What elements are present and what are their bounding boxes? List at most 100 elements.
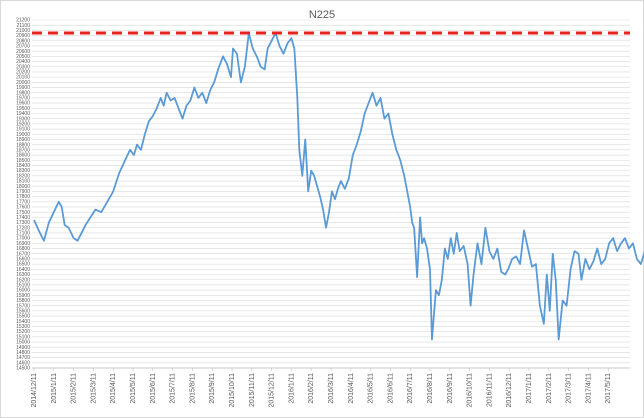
x-tick-label: 2015/11/11: [249, 373, 256, 407]
y-tick-label: 20800: [16, 38, 30, 44]
x-tick-label: 2015/6/11: [150, 373, 157, 404]
y-tick-label: 19300: [16, 116, 30, 122]
x-tick-label: 2015/9/11: [209, 373, 216, 404]
y-tick-label: 19600: [16, 101, 30, 107]
x-tick-label: 2015/3/11: [90, 373, 97, 404]
y-tick-label: 14700: [16, 355, 30, 361]
x-tick-label: 2016/12/11: [506, 373, 513, 408]
y-tick-label: 15700: [16, 303, 30, 309]
x-tick-label: 2016/4/11: [348, 373, 355, 404]
y-tick-label: 16400: [16, 267, 30, 273]
y-tick-label: 21100: [16, 23, 30, 29]
y-tick-label: 16700: [16, 251, 30, 257]
y-tick-label: 14600: [16, 360, 30, 366]
x-tick-label: 2017/1/11: [526, 373, 533, 404]
y-tick-label: 20100: [16, 75, 30, 81]
y-tick-label: 18600: [16, 153, 30, 159]
y-tick-label: 18700: [16, 147, 30, 153]
y-tick-label: 18400: [16, 163, 30, 169]
y-tick-label: 16800: [16, 246, 30, 252]
x-tick-label: 2016/1/11: [288, 373, 295, 404]
y-tick-label: 15800: [16, 298, 30, 304]
x-axis: 2014/12/11 2015/1/11 2015/2/11 2015/3/11 201…: [31, 368, 612, 408]
x-tick-label: 2016/11/11: [486, 373, 493, 407]
y-tick-label: 17900: [16, 189, 30, 195]
x-tick-label: 2017/5/11: [605, 373, 612, 404]
x-tick-label: 2017/2/11: [546, 373, 553, 404]
x-tick-label: 2015/1/11: [51, 373, 58, 404]
y-tick-label: 18300: [16, 168, 30, 174]
y-tick-label: 16500: [16, 262, 30, 268]
series-line: [33, 32, 644, 341]
y-axis: 1450014600147001480014900150001510015200…: [16, 18, 630, 372]
y-tick-label: 17200: [16, 225, 30, 231]
x-tick-label: 2015/4/11: [110, 373, 117, 404]
x-tick-label: 2016/6/11: [387, 373, 394, 404]
y-tick-label: 15100: [16, 334, 30, 340]
y-tick-label: 20900: [16, 33, 30, 39]
y-tick-label: 19400: [16, 111, 30, 117]
x-tick-label: 2016/3/11: [328, 373, 335, 404]
y-tick-label: 15200: [16, 329, 30, 335]
y-tick-label: 15300: [16, 324, 30, 330]
y-tick-label: 14900: [16, 345, 30, 351]
y-tick-label: 18100: [16, 179, 30, 185]
y-tick-label: 19000: [16, 132, 30, 138]
y-tick-label: 19200: [16, 121, 30, 127]
x-tick-label: 2014/12/11: [31, 373, 38, 408]
y-tick-label: 19900: [16, 85, 30, 91]
y-tick-label: 20700: [16, 44, 30, 50]
y-tick-label: 17800: [16, 194, 30, 200]
y-tick-label: 16200: [16, 277, 30, 283]
x-tick-label: 2015/7/11: [170, 373, 177, 404]
x-tick-label: 2015/10/11: [229, 373, 236, 408]
y-tick-label: 16000: [16, 288, 30, 294]
chart-title: N225: [308, 9, 336, 21]
y-tick-label: 21200: [16, 18, 30, 24]
y-tick-label: 17500: [16, 210, 30, 216]
y-tick-label: 17000: [16, 236, 30, 242]
y-tick-label: 15400: [16, 319, 30, 325]
y-tick-label: 20000: [16, 80, 30, 86]
y-tick-label: 15600: [16, 308, 30, 314]
y-tick-label: 18200: [16, 173, 30, 179]
x-tick-label: 2016/8/11: [427, 373, 434, 404]
x-tick-label: 2015/12/11: [269, 373, 276, 408]
x-tick-label: 2017/3/11: [566, 373, 573, 404]
y-tick-label: 17300: [16, 220, 30, 226]
y-tick-label: 19100: [16, 127, 30, 133]
series-group: [33, 32, 644, 341]
y-tick-label: 20300: [16, 64, 30, 70]
x-tick-label: 2017/4/11: [585, 373, 592, 404]
x-tick-label: 2015/5/11: [130, 373, 137, 404]
y-tick-label: 20500: [16, 54, 30, 60]
y-tick-label: 15900: [16, 293, 30, 299]
y-tick-label: 15000: [16, 340, 30, 346]
y-tick-label: 19700: [16, 96, 30, 102]
x-tick-label: 2016/7/11: [407, 373, 414, 404]
y-tick-label: 19500: [16, 106, 30, 112]
x-tick-label: 2016/5/11: [368, 373, 375, 404]
y-tick-label: 14800: [16, 350, 30, 356]
y-tick-label: 17700: [16, 199, 30, 205]
y-tick-label: 20400: [16, 59, 30, 65]
y-tick-label: 17100: [16, 231, 30, 237]
y-tick-label: 14500: [16, 366, 30, 372]
y-tick-label: 18800: [16, 142, 30, 148]
y-tick-label: 16900: [16, 241, 30, 247]
y-tick-label: 17600: [16, 205, 30, 211]
y-tick-label: 20200: [16, 70, 30, 76]
y-tick-label: 19800: [16, 90, 30, 96]
x-tick-label: 2015/2/11: [71, 373, 78, 404]
x-tick-label: 2016/2/11: [308, 373, 315, 404]
y-tick-label: 18000: [16, 184, 30, 190]
y-tick-label: 21000: [16, 28, 30, 34]
x-tick-label: 2016/10/11: [467, 373, 474, 408]
y-tick-label: 16100: [16, 282, 30, 288]
y-tick-label: 16600: [16, 257, 30, 263]
y-tick-label: 15500: [16, 314, 30, 320]
x-tick-label: 2016/9/11: [447, 373, 454, 404]
y-tick-label: 18500: [16, 158, 30, 164]
